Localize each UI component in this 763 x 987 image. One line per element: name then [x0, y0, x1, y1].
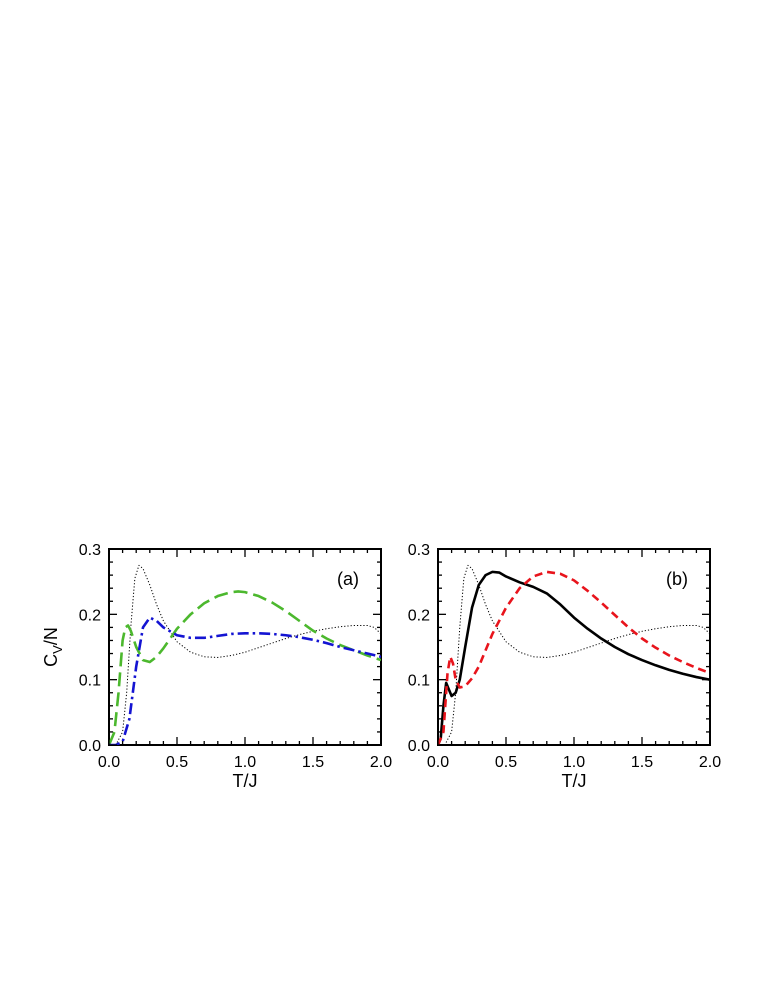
y-axis-label-main: C — [41, 654, 61, 667]
x-tick-label-b: 0.0 — [427, 754, 449, 771]
y-tick-label-b: 0.1 — [408, 673, 430, 690]
series-line-a-1 — [109, 564, 381, 745]
x-tick-label-b: 0.5 — [495, 754, 517, 771]
tick-layer-a: 0.0 0.5 1.0 1.5 2.0 0.0 0.1 0.2 0.3 — [79, 542, 392, 771]
panel-label-a: (a) — [337, 569, 359, 589]
y-tick-label-a: 0.0 — [79, 738, 101, 755]
series-layer-a — [109, 564, 381, 745]
y-tick-label-b: 0.2 — [408, 607, 430, 624]
x-tick-label-a: 2.0 — [370, 754, 392, 771]
x-axis-label-b: T/J — [562, 771, 587, 791]
x-axis-label-a: T/J — [233, 771, 258, 791]
series-line-a-3 — [109, 616, 381, 745]
y-tick-label-a: 0.3 — [79, 542, 101, 559]
y-axis-label: CV/N — [41, 627, 65, 667]
tick-layer-b: 0.0 0.5 1.0 1.5 2.0 0.0 0.1 0.2 0.3 — [408, 542, 721, 771]
x-tick-label-a: 1.5 — [302, 754, 324, 771]
series-layer-b — [438, 564, 710, 745]
x-tick-label-b: 1.0 — [563, 754, 585, 771]
y-tick-label-a: 0.2 — [79, 607, 101, 624]
x-tick-label-a: 1.0 — [234, 754, 256, 771]
series-line-b-3 — [438, 570, 710, 745]
chart-panel-a: 0.0 0.5 1.0 1.5 2.0 0.0 0.1 0.2 0.3 (a) T/J CV/N — [41, 542, 392, 791]
y-axis-label-subscript: V — [50, 645, 65, 654]
series-line-b-1 — [438, 564, 710, 745]
x-tick-label-b: 1.5 — [631, 754, 653, 771]
y-tick-label-a: 0.1 — [79, 673, 101, 690]
series-line-b-2 — [438, 570, 710, 745]
panel-label-b: (b) — [666, 569, 688, 589]
y-tick-label-b: 0.3 — [408, 542, 430, 559]
y-tick-label-b: 0.0 — [408, 738, 430, 755]
x-tick-label-a: 0.0 — [98, 754, 120, 771]
x-tick-label-a: 0.5 — [166, 754, 188, 771]
y-axis-label-suffix: /N — [41, 627, 61, 645]
series-line-a-2 — [109, 590, 381, 745]
x-tick-label-b: 2.0 — [699, 754, 721, 771]
chart-panel-b: 0.0 0.5 1.0 1.5 2.0 0.0 0.1 0.2 0.3 (b) T/J — [408, 542, 721, 791]
